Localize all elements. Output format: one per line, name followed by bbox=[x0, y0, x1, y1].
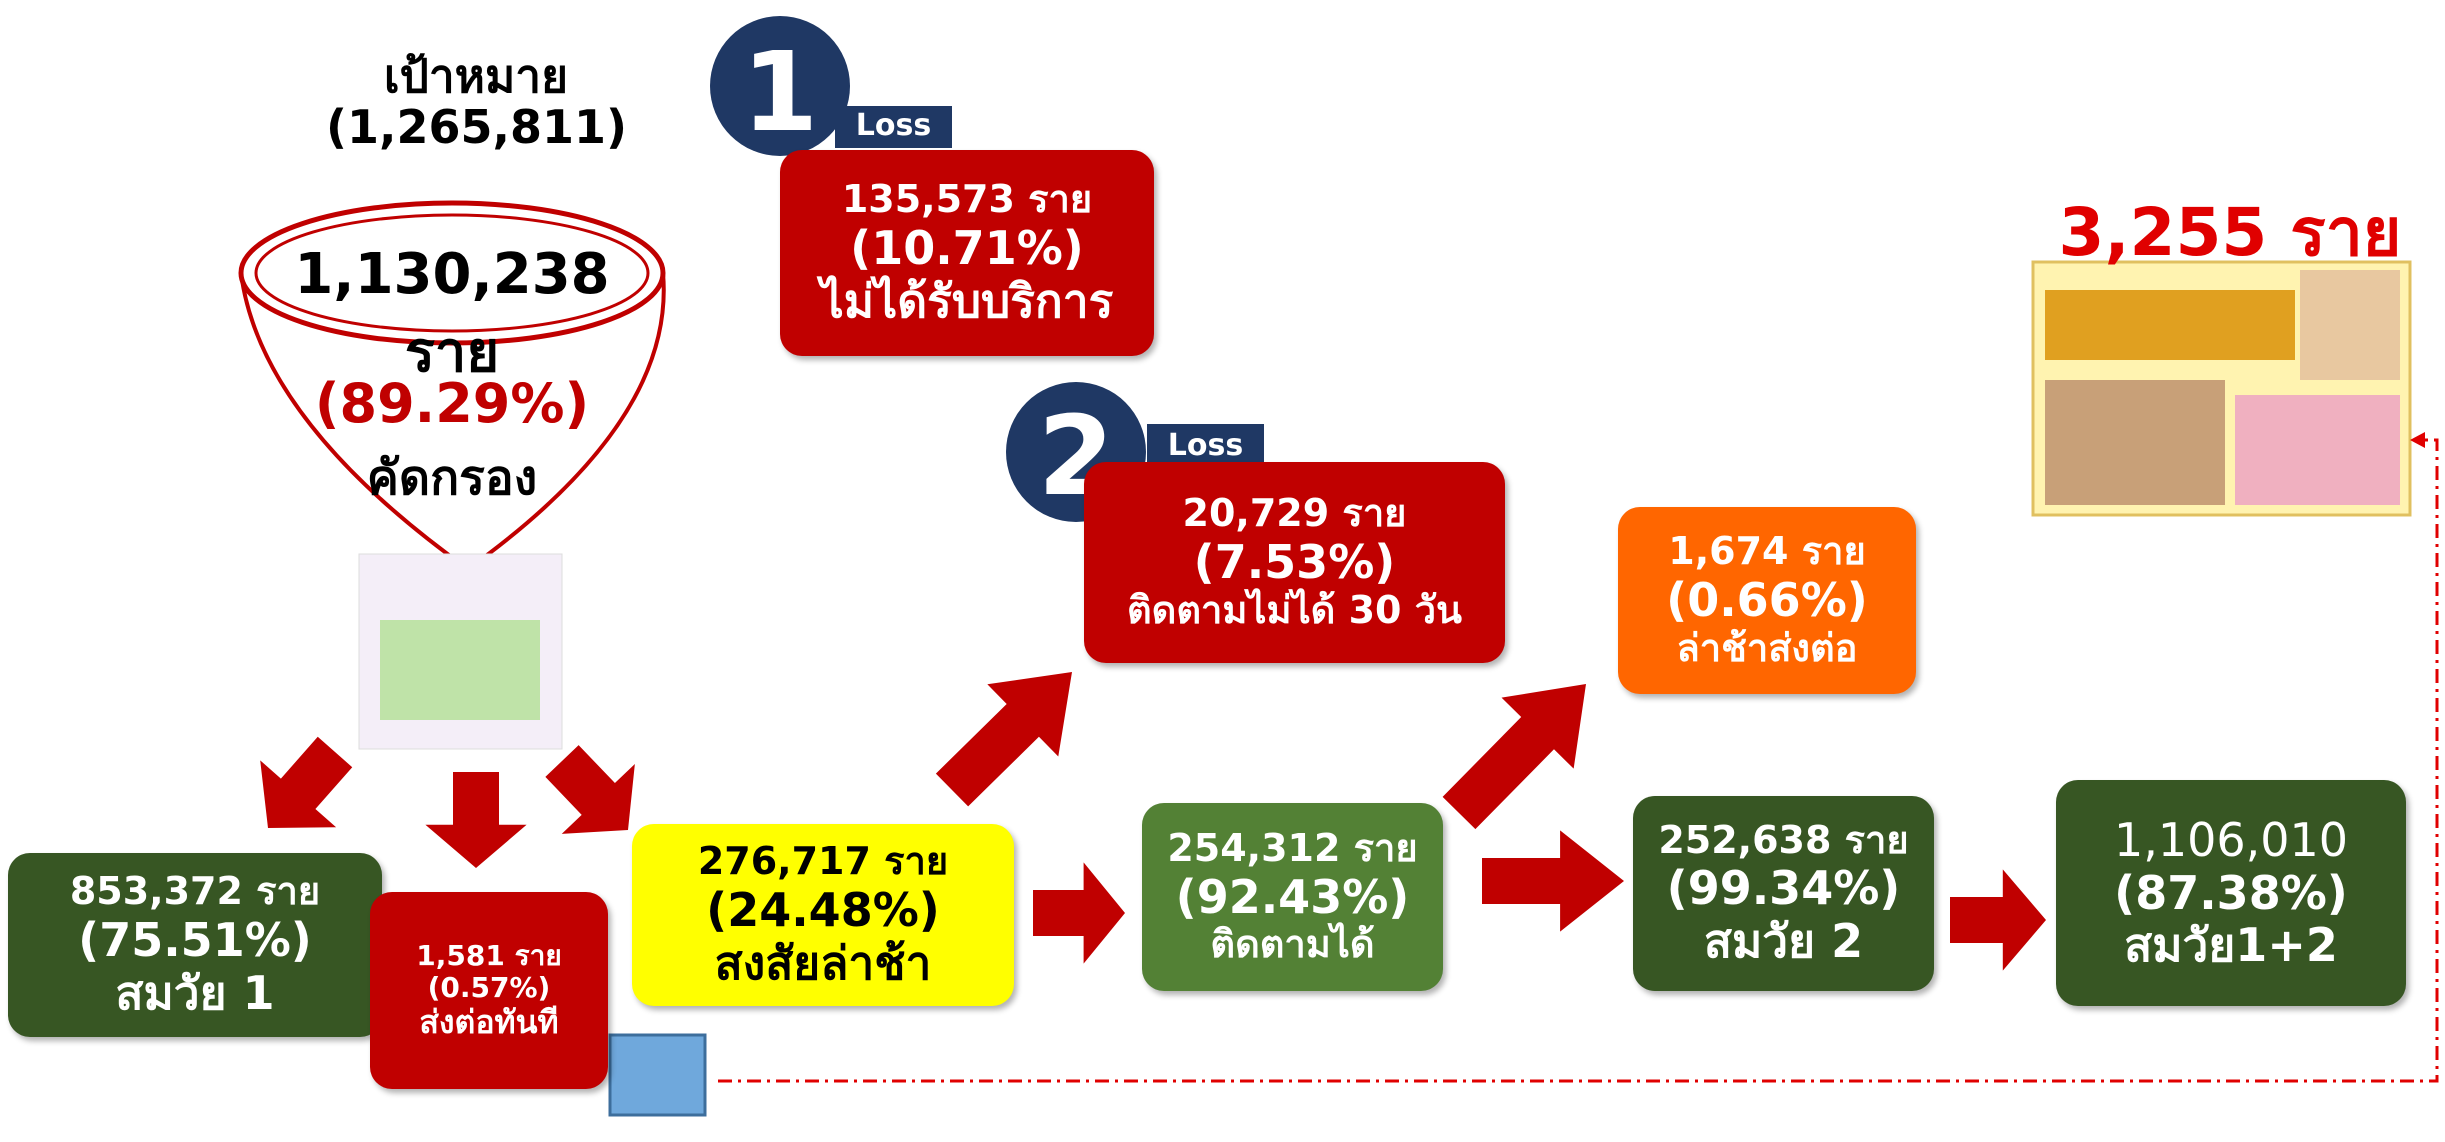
percent: (0.57%) bbox=[428, 972, 551, 1004]
node-box: 1,674 ราย (0.66%) ล่าช้าส่งต่อ bbox=[1618, 507, 1916, 694]
flow-arrow bbox=[936, 672, 1072, 806]
flow-arrow bbox=[1443, 684, 1586, 829]
label: สมวัย 1 bbox=[115, 967, 274, 1020]
label: ล่าช้าส่งต่อ bbox=[1676, 627, 1857, 671]
count: 853,372 ราย bbox=[70, 870, 320, 914]
count: 1,581 ราย bbox=[416, 940, 561, 972]
label: ส่งต่อทันที bbox=[419, 1004, 558, 1041]
screened-label: คัดกรอง bbox=[302, 440, 602, 516]
target-count: (1,265,811) bbox=[326, 100, 626, 154]
highlight: 3,255 ราย bbox=[2040, 180, 2420, 285]
node-box: 1,581 ราย (0.57%) ส่งต่อทันที bbox=[370, 892, 608, 1089]
label: ติดตามไม่ได้ 30 วัน bbox=[1127, 589, 1462, 633]
flow-arrow bbox=[1033, 862, 1125, 963]
percent: (75.51%) bbox=[78, 914, 312, 967]
flow-arrow bbox=[1950, 869, 2046, 970]
percent: (99.34%) bbox=[1667, 862, 1901, 915]
page: เป้าหมาย (1,265,811) 1,130,238 ราย (89.2… bbox=[0, 0, 2445, 1142]
percent: (92.43%) bbox=[1176, 871, 1410, 924]
percent: (0.66%) bbox=[1666, 574, 1868, 627]
loss-box: 135,573 ราย (10.71%) ไม่ได้รับบริการ bbox=[780, 150, 1154, 356]
loss-box: 20,729 ราย (7.53%) ติดตามไม่ได้ 30 วัน bbox=[1084, 462, 1505, 663]
flow-arrow bbox=[425, 772, 526, 868]
flow-arrow bbox=[260, 737, 352, 828]
node-box: 276,717 ราย (24.48%) สงสัยล่าช้า bbox=[632, 824, 1014, 1006]
node-box: 254,312 ราย (92.43%) ติดตามได้ bbox=[1142, 803, 1443, 991]
percent: (87.38%) bbox=[2114, 867, 2348, 920]
node-box: 1,106,010 (87.38%) สมวัย1+2 bbox=[2056, 780, 2406, 1006]
flow-arrow bbox=[545, 745, 634, 834]
label: ติดตามได้ bbox=[1210, 923, 1374, 967]
count: 254,312 ราย bbox=[1167, 827, 1417, 871]
poster-small-image bbox=[380, 620, 540, 720]
node-box: 853,372 ราย (75.51%) สมวัย 1 bbox=[8, 853, 382, 1037]
count: 20,729 ราย bbox=[1183, 492, 1407, 536]
count: 276,717 ราย bbox=[698, 840, 948, 884]
loss-tag-text: Loss bbox=[835, 108, 952, 143]
label: สมวัย1+2 bbox=[2124, 919, 2338, 972]
poster-photo bbox=[2235, 395, 2400, 505]
loss-tag-text: Loss bbox=[1147, 428, 1264, 463]
count: 252,638 ราย bbox=[1658, 819, 1908, 863]
flow-arrow bbox=[1482, 830, 1624, 931]
loss-badge: 1 bbox=[710, 28, 850, 156]
percent: (24.48%) bbox=[706, 884, 940, 937]
poster-photo bbox=[2045, 380, 2225, 505]
hospital-icon bbox=[610, 1035, 705, 1115]
screened-percent: (89.29%) bbox=[302, 372, 602, 435]
poster-photo bbox=[2300, 270, 2400, 380]
count: 135,573 ราย bbox=[842, 178, 1092, 222]
count: 1,674 ราย bbox=[1668, 530, 1865, 574]
label: สมวัย 2 bbox=[1704, 915, 1863, 968]
poster-banner bbox=[2045, 290, 2295, 360]
percent: (7.53%) bbox=[1194, 536, 1396, 589]
feedback-arrowhead bbox=[2410, 432, 2425, 448]
count: 1,106,010 bbox=[2114, 814, 2348, 867]
node-box: 252,638 ราย (99.34%) สมวัย 2 bbox=[1633, 796, 1934, 991]
label: ไม่ได้รับบริการ bbox=[821, 275, 1114, 328]
percent: (10.71%) bbox=[850, 222, 1084, 275]
label: สงสัยล่าช้า bbox=[715, 937, 932, 990]
